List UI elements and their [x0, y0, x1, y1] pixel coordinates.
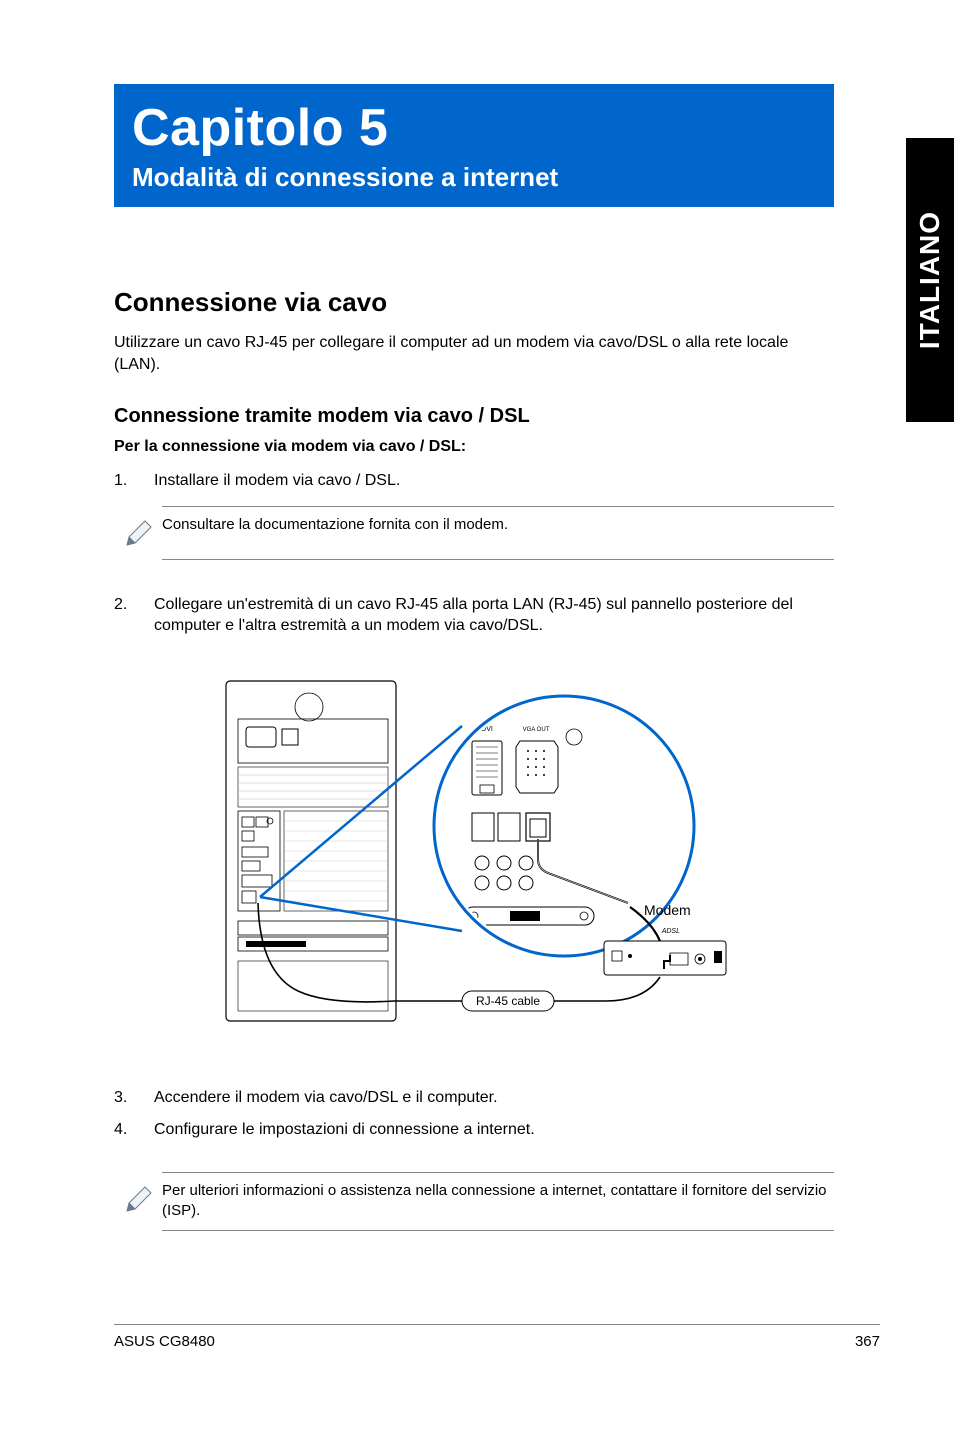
chapter-banner: Capitolo 5 Modalità di connessione a int…: [114, 84, 834, 207]
note-rule-bottom: [162, 1230, 834, 1231]
step-text: Configurare le impostazioni di connessio…: [154, 1119, 834, 1141]
pencil-icon: [114, 515, 162, 551]
chapter-subtitle: Modalità di connessione a internet: [132, 162, 816, 193]
footer-page-number: 367: [855, 1333, 880, 1350]
footer-left: ASUS CG8480: [114, 1333, 215, 1350]
note-rule-bottom: [162, 559, 834, 560]
adsl-label: ADSL: [661, 928, 680, 935]
note-text: Consultare la documentazione fornita con…: [162, 515, 834, 535]
step-text: Accendere il modem via cavo/DSL e il com…: [154, 1087, 834, 1109]
page: ITALIANO Capitolo 5 Modalità di connessi…: [0, 0, 954, 1438]
step-list: 2. Collegare un'estremità di un cavo RJ-…: [114, 594, 834, 637]
procedure-lead: Per la connessione via modem via cavo / …: [114, 438, 834, 456]
list-item: 4. Configurare le impostazioni di connes…: [114, 1119, 834, 1141]
note-box: Per ulteriori informazioni o assistenza …: [114, 1172, 834, 1231]
note-row: Consultare la documentazione fornita con…: [114, 507, 834, 559]
language-tab: ITALIANO: [906, 138, 954, 422]
pencil-icon: [114, 1181, 162, 1217]
vga-label: VGA OUT: [523, 727, 550, 733]
note-row: Per ulteriori informazioni o assistenza …: [114, 1173, 834, 1230]
page-footer: ASUS CG8480 367: [114, 1324, 880, 1350]
step-number: 3.: [114, 1087, 154, 1109]
chapter-title: Capitolo 5: [132, 98, 816, 158]
step-text: Collegare un'estremità di un cavo RJ-45 …: [154, 594, 834, 637]
diagram-container: DVI VGA OUT: [114, 671, 834, 1031]
step-list: 3. Accendere il modem via cavo/DSL e il …: [114, 1087, 834, 1140]
list-item: 3. Accendere il modem via cavo/DSL e il …: [114, 1087, 834, 1109]
modem-label: Modem: [644, 902, 691, 918]
step-number: 4.: [114, 1119, 154, 1141]
note-box: Consultare la documentazione fornita con…: [114, 506, 834, 560]
step-number: 2.: [114, 594, 154, 637]
connection-diagram: DVI VGA OUT: [214, 671, 734, 1031]
step-list: 1. Installare il modem via cavo / DSL.: [114, 470, 834, 492]
cable-label: RJ-45 cable: [476, 994, 540, 1008]
language-tab-label: ITALIANO: [914, 211, 946, 349]
list-item: 1. Installare il modem via cavo / DSL.: [114, 470, 834, 492]
step-number: 1.: [114, 470, 154, 492]
subsection-heading: Connessione tramite modem via cavo / DSL: [114, 405, 834, 428]
section-heading: Connessione via cavo: [114, 287, 834, 318]
note-text: Per ulteriori informazioni o assistenza …: [162, 1181, 834, 1222]
step-text: Installare il modem via cavo / DSL.: [154, 470, 834, 492]
section-intro: Utilizzare un cavo RJ-45 per collegare i…: [114, 332, 834, 375]
content-area: Capitolo 5 Modalità di connessione a int…: [114, 84, 834, 1231]
list-item: 2. Collegare un'estremità di un cavo RJ-…: [114, 594, 834, 637]
